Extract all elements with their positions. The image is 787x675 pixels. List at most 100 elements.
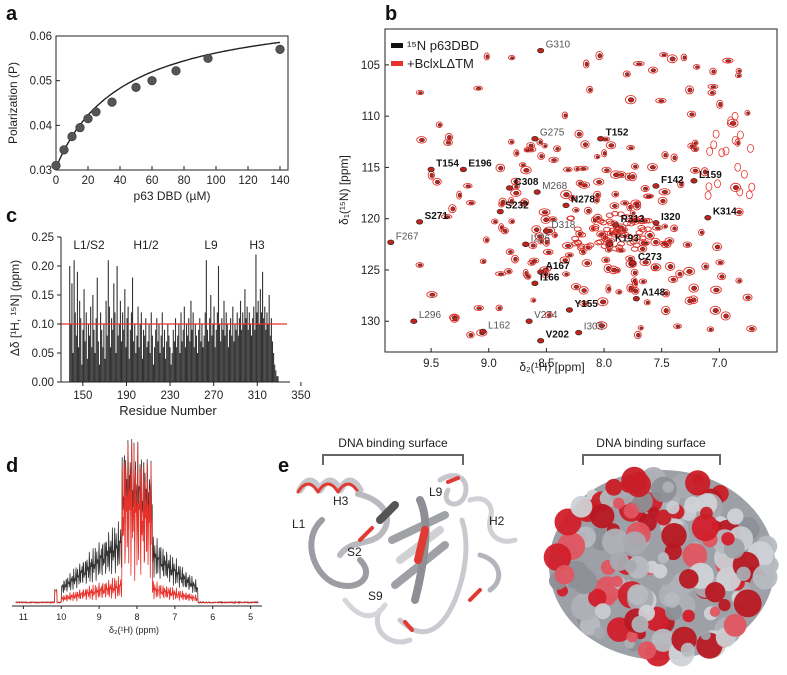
- panel-c-bar: [194, 324, 196, 382]
- panel-b-peak-center: [541, 210, 549, 215]
- panel-c-bar: [133, 341, 135, 382]
- panel-b-peak-contour: [647, 163, 658, 172]
- panel-b-peak-contour: [598, 232, 607, 238]
- panel-a-data-point: [171, 66, 181, 76]
- panel-b-peak-contour: [609, 202, 620, 210]
- panel-b-peak-contour: [633, 234, 642, 241]
- panel-b-peak-contour: [508, 196, 515, 206]
- panel-b-peak-center: [641, 279, 646, 284]
- panel-b-peak-contour: [734, 72, 742, 79]
- panel-b-peak-contour: [710, 285, 722, 294]
- panel-b-peak-contour: [543, 248, 554, 256]
- panel-b-peak-center: [711, 69, 716, 74]
- panel-b-peak-center: [429, 292, 436, 297]
- panel-c-bar: [246, 306, 248, 382]
- panel-b-peak-center: [539, 154, 544, 159]
- panel-c-bar: [234, 324, 236, 382]
- panel-b-peak-contour: [507, 138, 515, 145]
- surface-patch: [657, 552, 670, 564]
- panel-b-peak-center: [613, 172, 620, 178]
- panel-a-ytick-label: 0.04: [30, 120, 53, 132]
- panel-b-peak-contour: [622, 70, 631, 78]
- panel-c-bar: [94, 353, 96, 382]
- panel-b-peak-contour: [657, 196, 668, 205]
- panel-b-xtick-label: 9.0: [481, 358, 497, 370]
- panel-c-bar: [109, 347, 112, 382]
- panel-b-peak-contour: [735, 277, 743, 284]
- panel-b-peak-center: [573, 284, 580, 289]
- panel-b-peak-center: [627, 97, 635, 103]
- panel-b-peak-label: S271: [425, 211, 449, 222]
- panel-b-peak-center: [717, 260, 723, 265]
- panel-b-peak-center: [677, 271, 683, 277]
- panel-c-ytick-label: 0.25: [32, 232, 54, 244]
- panel-c-bar: [265, 329, 267, 382]
- panel-b-peak-center: [577, 181, 583, 186]
- panel-c-bar: [198, 329, 200, 382]
- panel-c-bar: [195, 335, 197, 382]
- panel-c-bar: [244, 289, 246, 382]
- panel-b-peak-contour: [573, 165, 580, 172]
- region-label-h3: H3: [249, 238, 265, 252]
- panel-b-peak-contour: [652, 225, 663, 231]
- panel-c-bar: [245, 318, 247, 382]
- panel-b-peak-center: [528, 143, 534, 148]
- panel-c-bar: [185, 324, 188, 382]
- surface-patch: [543, 543, 572, 571]
- panel-c-bar: [214, 347, 216, 382]
- panel-b-peak-center: [633, 288, 639, 294]
- region-label-h12: H1/2: [133, 238, 159, 252]
- panel-b-peak-center: [599, 299, 607, 305]
- panel-b-peak-contour: [542, 237, 551, 247]
- panel-b-peak-contour: [615, 247, 626, 253]
- panel-b-peak-center: [509, 140, 514, 144]
- panel-c-bar: [273, 353, 275, 382]
- panel-b-peak-contour: [593, 213, 603, 222]
- panel-c-bar: [201, 324, 203, 382]
- panel-b-peak-contour: [548, 156, 559, 163]
- panel-b-peak-contour: [603, 263, 613, 273]
- panel-b-peak-center: [580, 167, 587, 170]
- panel-b-peak-label: F267: [396, 231, 419, 242]
- panel-b-peak-center: [605, 266, 611, 272]
- panel-b-peak-contour: [664, 261, 676, 271]
- panel-a-xtick-label: 0: [53, 175, 59, 187]
- panel-b-peak-contour: [655, 97, 667, 104]
- ribbon-cartoon: [296, 473, 518, 645]
- surface-patch: [692, 473, 705, 486]
- panel-a-ytick-label: 0.06: [30, 31, 52, 43]
- panel-c-bar: [266, 312, 268, 382]
- panel-b-peak-contour: [706, 147, 714, 156]
- panel-c-bar: [107, 260, 109, 382]
- panel-b-peak-contour: [511, 254, 519, 264]
- panel-b-peak-contour: [530, 297, 537, 303]
- panel-a-ylabel: Polarization (P): [6, 62, 20, 144]
- panel-b-peak-contour: [626, 283, 634, 293]
- panel-b-peak-center: [596, 179, 603, 185]
- panel-c-bar: [179, 353, 181, 382]
- panel-b-peak-contour: [523, 147, 531, 153]
- panel-b-peak-contour: [734, 207, 744, 217]
- panel-a-frame: [55, 35, 289, 171]
- panel-b-peak-center: [699, 230, 704, 235]
- surface-patch: [554, 565, 575, 585]
- panel-c-bar: [113, 283, 115, 382]
- panel-c-xtick-label: 270: [204, 390, 223, 402]
- panel-b-peak-contour: [586, 242, 595, 248]
- panel-b-peak-contour: [566, 215, 575, 222]
- panel-b-peak-center: [685, 243, 691, 247]
- panel-b-peak-contour: [562, 271, 570, 277]
- panel-c-bar: [136, 335, 138, 382]
- panel-b-peak-contour: [688, 283, 699, 293]
- panel-c-bar: [103, 324, 105, 382]
- panel-b-peak-center: [672, 226, 677, 231]
- panel-b-peak-contour: [730, 182, 742, 193]
- panel-b-peak-center: [692, 168, 699, 173]
- panel-b-peak-center: [447, 135, 452, 140]
- panel-b-xtick-label: 8.0: [596, 358, 612, 370]
- panel-b-peak-contour: [692, 139, 699, 146]
- panel-b-peak-contour: [579, 300, 590, 307]
- panel-b-peak-center: [710, 85, 717, 89]
- panel-b-peak-center: [644, 241, 649, 245]
- panel-b-peak-contour: [747, 143, 754, 153]
